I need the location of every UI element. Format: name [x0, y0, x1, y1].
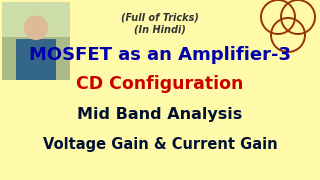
- Text: Voltage Gain & Current Gain: Voltage Gain & Current Gain: [43, 138, 277, 152]
- Text: Mid Band Analysis: Mid Band Analysis: [77, 107, 243, 123]
- Text: (In Hindi): (In Hindi): [134, 25, 186, 35]
- Text: (Full of Tricks): (Full of Tricks): [121, 13, 199, 23]
- FancyBboxPatch shape: [16, 39, 56, 80]
- FancyBboxPatch shape: [2, 2, 70, 37]
- Circle shape: [24, 15, 48, 40]
- Text: CD Configuration: CD Configuration: [76, 75, 244, 93]
- Text: MOSFET as an Amplifier-3: MOSFET as an Amplifier-3: [29, 46, 291, 64]
- FancyBboxPatch shape: [2, 2, 70, 80]
